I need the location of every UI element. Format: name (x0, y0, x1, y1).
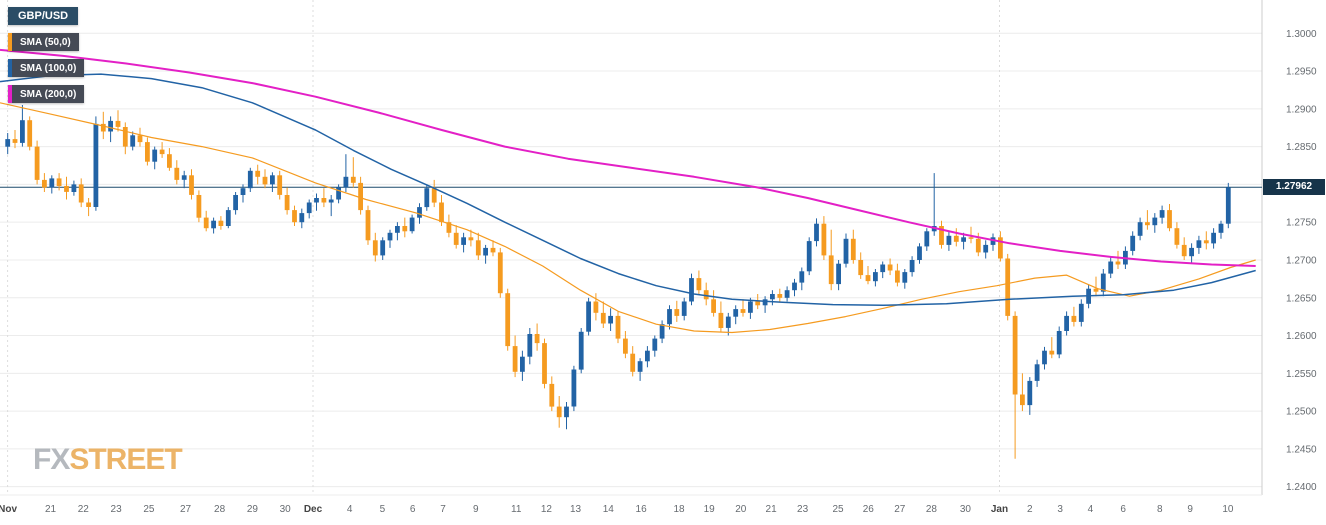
svg-text:21: 21 (766, 504, 778, 515)
svg-text:25: 25 (143, 504, 155, 515)
x-axis-labels: Nov 21 22 23 25 27 28 29 30 Dec 4 5 6 7 9 11 12 13 14 16 18 1… (0, 504, 1234, 515)
svg-text:1.2450: 1.2450 (1286, 444, 1317, 455)
svg-text:1.2500: 1.2500 (1286, 407, 1317, 418)
svg-text:22: 22 (78, 504, 90, 515)
svg-text:29: 29 (247, 504, 259, 515)
svg-text:1.2400: 1.2400 (1286, 482, 1317, 493)
gridlines (0, 0, 1263, 496)
svg-text:Nov: Nov (0, 504, 17, 515)
svg-text:2: 2 (1027, 504, 1033, 515)
svg-text:Dec: Dec (304, 504, 323, 515)
svg-text:10: 10 (1222, 504, 1234, 515)
svg-text:1.2850: 1.2850 (1286, 142, 1317, 153)
svg-text:3: 3 (1057, 504, 1063, 515)
svg-text:28: 28 (214, 504, 226, 515)
svg-text:30: 30 (960, 504, 972, 515)
svg-text:1.2550: 1.2550 (1286, 369, 1317, 380)
svg-text:1.2600: 1.2600 (1286, 331, 1317, 342)
svg-text:16: 16 (636, 504, 648, 515)
symbol-label: GBP/USD (18, 10, 69, 22)
svg-text:28: 28 (926, 504, 938, 515)
svg-text:1.3000: 1.3000 (1286, 29, 1317, 40)
svg-text:25: 25 (832, 504, 844, 515)
svg-text:9: 9 (1187, 504, 1193, 515)
svg-text:23: 23 (111, 504, 123, 515)
svg-text:1.2950: 1.2950 (1286, 67, 1317, 78)
legend-item-sma200: SMA (200,0) (8, 85, 85, 103)
svg-text:6: 6 (410, 504, 416, 515)
fxstreet-logo-fx: FX (33, 443, 70, 476)
svg-text:6: 6 (1120, 504, 1126, 515)
svg-text:8: 8 (1157, 504, 1163, 515)
svg-text:Jan: Jan (991, 504, 1008, 515)
legend: GBP/USD SMA (50,0) SMA (100,0) SMA (200,… (8, 7, 85, 103)
svg-text:12: 12 (541, 504, 553, 515)
y-axis-labels: 1.30001.29501.29001.28501.28001.27501.27… (1286, 29, 1317, 493)
svg-text:20: 20 (735, 504, 747, 515)
svg-text:18: 18 (673, 504, 685, 515)
sma200-label: SMA (200,0) (20, 88, 77, 100)
sma100-label: SMA (100,0) (20, 62, 77, 74)
legend-item-sma50: SMA (50,0) (8, 33, 79, 51)
svg-text:23: 23 (797, 504, 809, 515)
candles-layer (5, 105, 1231, 459)
svg-text:5: 5 (380, 504, 386, 515)
svg-text:21: 21 (45, 504, 57, 515)
svg-text:27: 27 (180, 504, 192, 515)
sma-lines (0, 48, 1256, 334)
svg-text:1.2700: 1.2700 (1286, 255, 1317, 266)
svg-text:4: 4 (1088, 504, 1094, 515)
svg-text:1.2750: 1.2750 (1286, 218, 1317, 229)
svg-text:14: 14 (603, 504, 615, 515)
svg-text:1.2900: 1.2900 (1286, 104, 1317, 115)
svg-text:9: 9 (473, 504, 479, 515)
legend-item-sma100: SMA (100,0) (8, 59, 85, 77)
svg-text:13: 13 (570, 504, 582, 515)
svg-text:26: 26 (863, 504, 875, 515)
svg-text:30: 30 (280, 504, 292, 515)
symbol-badge: GBP/USD (8, 7, 79, 25)
fxstreet-logo: FXSTREET (33, 443, 183, 477)
svg-text:7: 7 (440, 504, 446, 515)
svg-text:1.2650: 1.2650 (1286, 293, 1317, 304)
svg-text:4: 4 (347, 504, 353, 515)
sma50-label: SMA (50,0) (20, 36, 71, 48)
current-price-badge: 1.27962 (1263, 179, 1325, 195)
fxstreet-logo-street: STREET (69, 443, 182, 476)
svg-text:19: 19 (704, 504, 716, 515)
svg-text:27: 27 (894, 504, 906, 515)
svg-text:11: 11 (511, 504, 522, 515)
